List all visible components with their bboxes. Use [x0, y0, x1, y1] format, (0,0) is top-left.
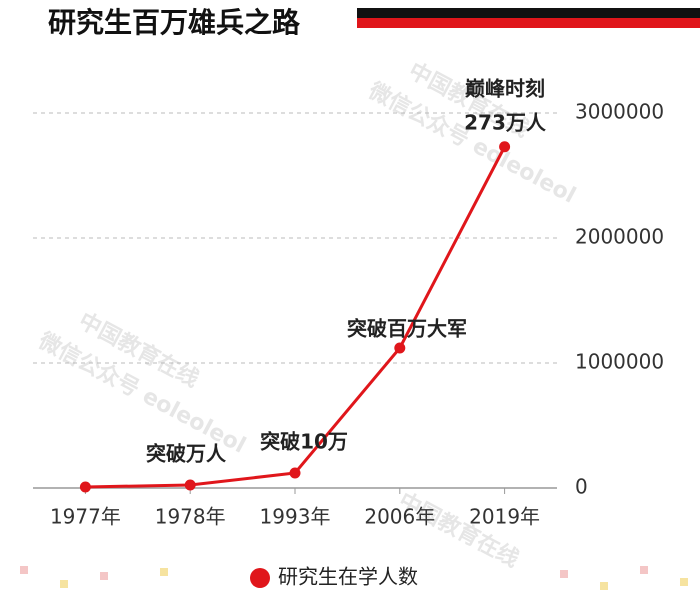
annotation: 巅峰时刻	[465, 77, 545, 101]
watermarks: 中国教育在线 微信公众号 eoleoleol 中国教育在线 微信公众号 eole…	[33, 58, 580, 573]
point	[394, 342, 406, 354]
x-tick-label: 1978年	[155, 505, 226, 529]
annotation: 突破万人	[146, 442, 227, 466]
title-bar-red	[357, 18, 700, 28]
point	[79, 481, 91, 493]
point	[499, 141, 511, 153]
x-tick-label: 2006年	[364, 505, 435, 529]
legend-marker	[250, 568, 270, 588]
y-tick-label: 3000000	[575, 100, 664, 124]
x-tick-label: 1977年	[50, 505, 121, 529]
decor	[20, 566, 688, 590]
annotation: 273万人	[464, 111, 547, 135]
legend-label: 研究生在学人数	[278, 565, 418, 589]
x-tick-label: 2019年	[469, 505, 540, 529]
y-tick-label: 1000000	[575, 350, 664, 374]
y-tick-label: 2000000	[575, 225, 664, 249]
x-tick-label: 1993年	[260, 505, 331, 529]
y-tick-label: 0	[575, 475, 588, 499]
annotation: 突破10万	[260, 430, 348, 454]
point	[184, 479, 196, 491]
annotation: 突破百万大军	[347, 317, 467, 341]
title-bar-black	[357, 8, 700, 18]
watermark: 中国教育在线	[394, 488, 523, 573]
chart-title: 研究生百万雄兵之路	[48, 6, 301, 39]
point	[289, 467, 301, 479]
